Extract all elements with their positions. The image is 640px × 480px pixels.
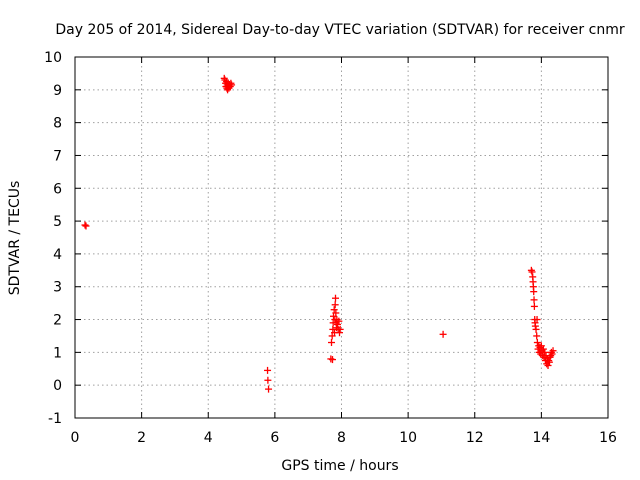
data-point [530,296,538,304]
data-point [334,320,342,328]
data-point [333,324,341,332]
y-tick-label: 5 [53,214,62,230]
data-point [332,294,340,302]
y-tick-label: 4 [53,247,62,263]
data-point [331,301,339,309]
data-point [548,350,556,358]
data-point [531,322,539,330]
data-point [539,345,547,353]
data-point [332,309,340,317]
x-tick-label: 12 [466,430,484,446]
data-point [328,339,336,347]
data-point [81,221,89,229]
y-tick-label: 10 [44,50,62,66]
data-point [530,288,538,296]
x-tick-label: 6 [270,430,279,446]
x-tick-label: 8 [337,430,346,446]
y-tick-label: 3 [53,280,62,296]
data-point [227,79,235,87]
data-points [81,74,557,393]
data-point [547,348,555,356]
data-point [532,325,540,333]
data-point [327,355,335,363]
data-point [533,332,541,340]
data-point [544,361,552,369]
data-point [527,266,535,274]
x-tick-label: 16 [599,430,617,446]
data-point [223,78,231,86]
data-point [82,222,90,230]
x-tick-label: 14 [532,430,550,446]
data-point [336,329,344,337]
data-point [545,358,553,366]
y-tick-label: 0 [53,378,62,394]
x-tick-label: 4 [204,430,213,446]
data-point [545,357,553,365]
data-point [264,376,272,384]
data-point [221,76,229,84]
y-tick-label: 7 [53,148,62,164]
data-point [547,352,555,360]
data-point [330,306,338,314]
data-point [329,356,337,364]
data-point [549,347,557,355]
y-tick-label: 2 [53,313,62,329]
y-tick-label: 8 [53,116,62,132]
x-tick-label: 10 [399,430,417,446]
data-point [541,348,549,356]
data-point [226,83,234,91]
y-tick-label: -1 [48,411,62,427]
y-tick-label: 1 [53,345,62,361]
data-point [530,302,538,310]
y-tick-label: 9 [53,83,62,99]
data-point [439,330,447,338]
x-tick-label: 0 [71,430,80,446]
data-point [533,316,541,324]
y-tick-label: 6 [53,181,62,197]
data-point [336,325,344,333]
data-point [533,339,541,347]
data-point [335,317,343,325]
axis-ticks [74,56,609,419]
chart-title: Day 205 of 2014, Sidereal Day-to-day VTE… [55,22,624,38]
y-axis-label: SDTVAR / TECUs [7,181,23,296]
x-axis-label: GPS time / hours [281,458,398,474]
data-point [528,268,536,276]
data-point [264,366,272,374]
grid [75,57,608,418]
x-tick-label: 2 [137,430,146,446]
data-point [228,81,236,89]
data-point [265,385,273,393]
